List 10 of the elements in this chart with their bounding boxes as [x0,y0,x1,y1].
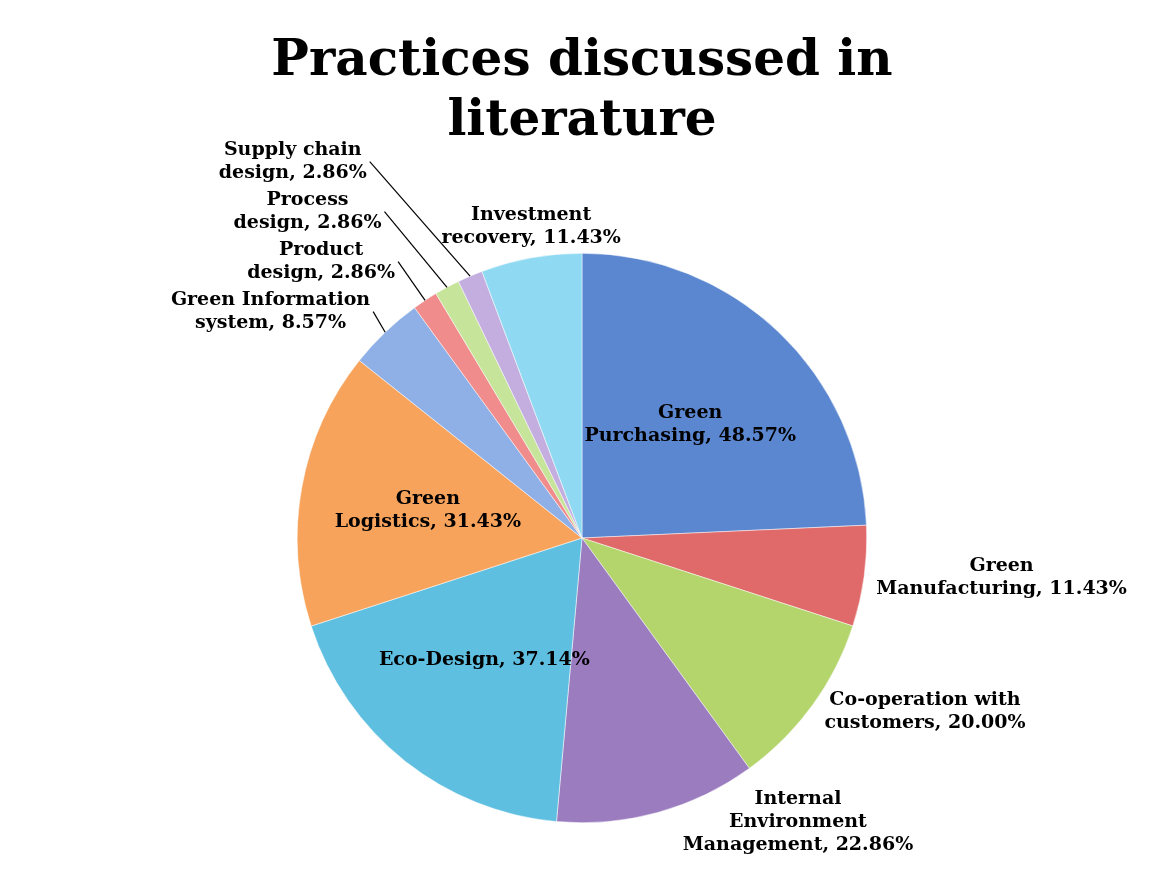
slice-label: Co-operation with customers, 20.00% [824,686,1026,732]
slice-label: Investment recovery, 11.43% [441,201,621,247]
slice-label: Green Information system, 8.57% [170,287,371,333]
slice-label: Green Purchasing, 48.57% [584,400,797,446]
slice-label: Green Logistics, 31.43% [334,485,522,531]
slice-label: Green Manufacturing, 11.43% [876,552,1127,598]
slice-label: Product design, 2.86% [247,237,396,283]
slice-label: Internal Environment Management, 22.86% [682,786,914,855]
slice-label: Process design, 2.86% [233,187,382,233]
slice-label: Eco-Design, 37.14% [378,647,590,670]
